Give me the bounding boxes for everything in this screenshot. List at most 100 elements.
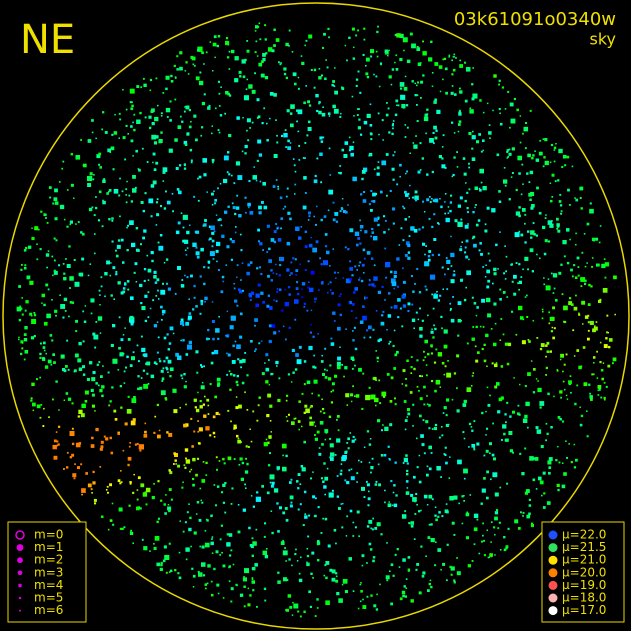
- star: [245, 211, 247, 214]
- star: [30, 399, 33, 402]
- star: [306, 380, 311, 385]
- star: [40, 210, 43, 213]
- star: [437, 222, 439, 224]
- star: [207, 260, 211, 264]
- star: [553, 160, 556, 163]
- star: [134, 443, 137, 446]
- star: [351, 95, 354, 98]
- star: [141, 538, 144, 541]
- star: [370, 471, 372, 474]
- star: [603, 396, 606, 400]
- star: [575, 232, 577, 235]
- star: [389, 423, 393, 427]
- star: [487, 279, 491, 283]
- star: [557, 416, 561, 419]
- star: [234, 78, 239, 83]
- star: [584, 282, 587, 285]
- star: [188, 298, 190, 300]
- star: [375, 75, 378, 78]
- star: [56, 440, 59, 443]
- star: [126, 409, 132, 414]
- star: [283, 67, 287, 71]
- star: [289, 504, 293, 508]
- star: [357, 70, 360, 73]
- star: [486, 386, 489, 389]
- star: [354, 265, 357, 268]
- star: [372, 200, 376, 203]
- star: [466, 191, 469, 194]
- star: [204, 296, 208, 301]
- star: [198, 572, 203, 577]
- star: [67, 368, 70, 371]
- star: [107, 371, 110, 374]
- star: [531, 156, 534, 160]
- star: [354, 231, 360, 236]
- star: [432, 307, 435, 310]
- star: [244, 196, 247, 199]
- star: [244, 470, 249, 474]
- star: [206, 519, 209, 522]
- star: [327, 377, 332, 381]
- star: [286, 241, 291, 246]
- star: [373, 276, 378, 281]
- star: [47, 359, 52, 364]
- star: [228, 94, 232, 97]
- star: [380, 321, 385, 326]
- star: [416, 437, 418, 440]
- star: [331, 489, 334, 492]
- star: [483, 554, 486, 557]
- star: [535, 426, 539, 430]
- star: [393, 329, 396, 332]
- star: [216, 377, 221, 382]
- star: [368, 519, 373, 524]
- star: [468, 166, 471, 169]
- star: [511, 310, 514, 313]
- star: [206, 582, 209, 585]
- star: [524, 256, 529, 261]
- star: [557, 488, 560, 492]
- star: [227, 205, 230, 208]
- star: [119, 118, 122, 121]
- star: [216, 485, 220, 488]
- star: [119, 215, 121, 218]
- star: [434, 327, 437, 331]
- star: [268, 464, 271, 467]
- star: [39, 416, 42, 419]
- star: [542, 310, 544, 313]
- star: [251, 554, 254, 557]
- star: [225, 264, 227, 266]
- star: [518, 288, 520, 291]
- star: [366, 76, 370, 79]
- star: [104, 131, 108, 134]
- star: [414, 82, 416, 85]
- star: [338, 295, 341, 297]
- star: [550, 143, 554, 147]
- star: [446, 259, 451, 264]
- star: [264, 76, 269, 80]
- star: [129, 101, 132, 104]
- star: [590, 398, 593, 401]
- star: [367, 504, 369, 506]
- star: [245, 445, 248, 448]
- star: [354, 287, 358, 291]
- star: [515, 211, 521, 216]
- star: [474, 186, 478, 190]
- star: [81, 232, 85, 236]
- star: [123, 370, 126, 373]
- star: [191, 567, 194, 570]
- star: [401, 590, 406, 595]
- star: [344, 246, 347, 249]
- star: [524, 491, 528, 495]
- star: [385, 113, 389, 117]
- star: [363, 336, 366, 339]
- star: [372, 328, 375, 331]
- star: [179, 164, 182, 167]
- star: [410, 226, 415, 231]
- star: [235, 161, 241, 166]
- star: [518, 413, 521, 416]
- star: [517, 282, 519, 285]
- star: [380, 533, 383, 536]
- star: [20, 307, 23, 310]
- star: [185, 403, 187, 406]
